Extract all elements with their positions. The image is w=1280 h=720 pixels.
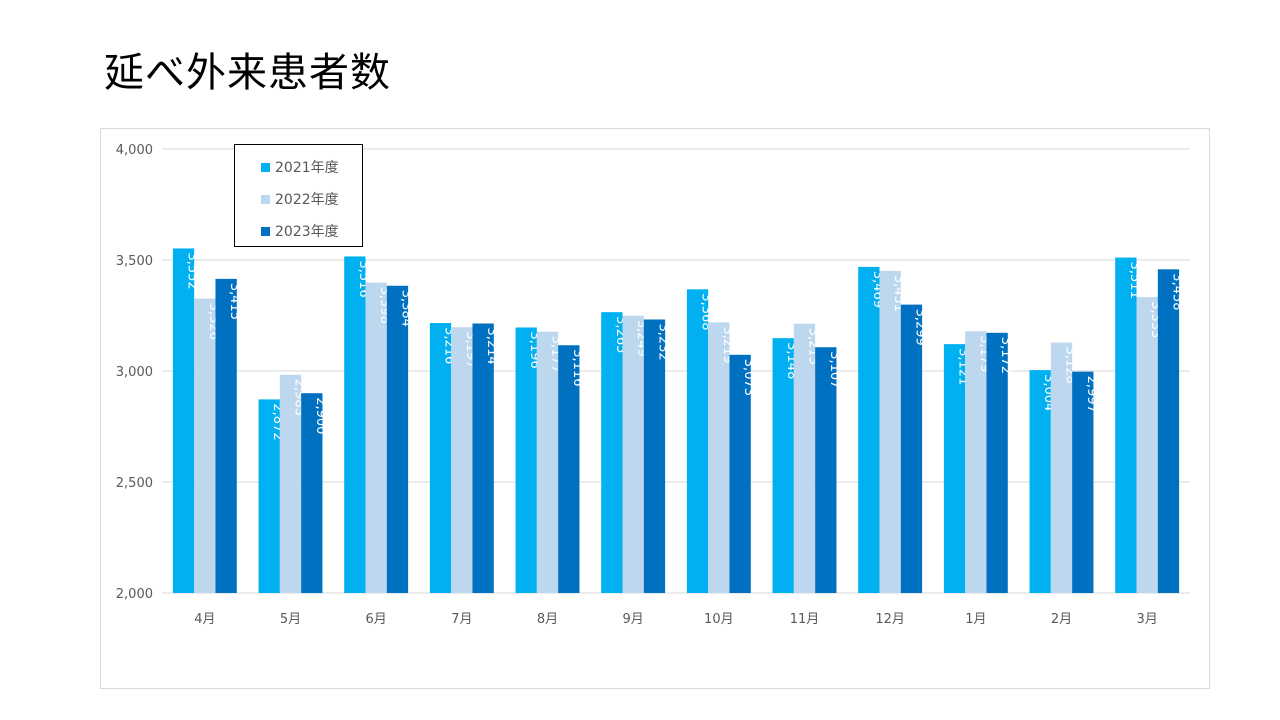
data-label: 3,172 xyxy=(998,337,1013,374)
bar xyxy=(1072,371,1094,593)
legend-item-2022: 2022年度 xyxy=(235,183,362,215)
data-label: 3,116 xyxy=(570,349,585,386)
x-tick-label: 1月 xyxy=(965,612,986,627)
data-label: 3,511 xyxy=(1127,262,1142,299)
data-label: 3,219 xyxy=(720,326,735,363)
bar xyxy=(472,323,494,593)
data-label: 3,415 xyxy=(227,283,242,320)
x-tick-label: 9月 xyxy=(623,612,644,627)
slide-title: 延べ外来患者数 xyxy=(104,50,391,96)
x-tick-label: 11月 xyxy=(790,612,820,627)
legend-label-2023: 2023年度 xyxy=(275,224,339,240)
bar xyxy=(279,374,302,593)
y-tick-label: 2,500 xyxy=(116,476,153,491)
data-label: 3,384 xyxy=(398,290,413,327)
data-label: 3,458 xyxy=(1169,273,1184,310)
bar xyxy=(986,332,1008,593)
bar xyxy=(386,285,409,593)
bar xyxy=(708,322,730,593)
bar xyxy=(772,338,794,593)
legend-swatch-2022 xyxy=(261,194,270,204)
bar xyxy=(1136,297,1158,593)
chart-area xyxy=(100,128,1210,689)
bar xyxy=(172,248,195,593)
bar xyxy=(451,327,473,593)
data-label: 2,900 xyxy=(313,397,328,434)
data-label: 3,232 xyxy=(655,323,670,360)
y-tick-label: 3,500 xyxy=(116,254,153,269)
data-label: 3,299 xyxy=(912,309,927,346)
data-label: 3,368 xyxy=(699,293,714,330)
data-label: 3,214 xyxy=(484,327,499,364)
bar xyxy=(729,354,751,593)
legend-swatch-2023 xyxy=(261,226,270,236)
bar xyxy=(429,323,452,593)
x-tick-label: 2月 xyxy=(1051,612,1072,627)
legend-item-2023: 2023年度 xyxy=(235,215,362,247)
bar xyxy=(365,282,387,593)
bar xyxy=(793,323,816,593)
bar xyxy=(1157,269,1180,593)
chart-legend: 2021年度 2022年度 2023年度 xyxy=(234,144,363,247)
x-tick-label: 3月 xyxy=(1137,612,1158,627)
x-tick-label: 12月 xyxy=(875,612,905,627)
data-label: 3,451 xyxy=(891,275,906,312)
data-label: 3,552 xyxy=(185,252,200,289)
bar xyxy=(536,331,559,593)
bar xyxy=(858,266,880,593)
bar xyxy=(943,344,966,593)
y-tick-label: 3,000 xyxy=(116,365,153,380)
bar xyxy=(1029,370,1051,593)
x-tick-label: 4月 xyxy=(194,612,215,627)
x-tick-label: 10月 xyxy=(704,612,734,627)
legend-swatch-2021 xyxy=(261,162,270,172)
x-tick-label: 8月 xyxy=(537,612,558,627)
bar xyxy=(900,304,923,593)
y-tick-label: 4,000 xyxy=(116,143,153,158)
bar xyxy=(1050,342,1073,593)
data-label: 2,997 xyxy=(1084,376,1099,413)
y-tick-label: 2,000 xyxy=(116,587,153,602)
bar xyxy=(301,393,323,593)
bar xyxy=(601,312,623,593)
bar xyxy=(558,345,580,593)
bar xyxy=(344,256,366,593)
bar xyxy=(686,289,709,593)
x-tick-label: 6月 xyxy=(366,612,387,627)
bar xyxy=(194,298,216,593)
bar xyxy=(622,315,644,593)
legend-label-2022: 2022年度 xyxy=(275,192,339,208)
legend-item-2021: 2021年度 xyxy=(235,151,362,183)
data-label: 3,107 xyxy=(827,351,842,388)
x-tick-label: 7月 xyxy=(451,612,472,627)
bar xyxy=(515,327,537,593)
bar xyxy=(879,270,901,593)
bar xyxy=(965,331,987,593)
bar xyxy=(815,347,837,593)
x-tick-label: 5月 xyxy=(280,612,301,627)
bar xyxy=(258,399,280,593)
legend-label-2021: 2021年度 xyxy=(275,160,339,176)
bar xyxy=(215,278,237,593)
bar xyxy=(643,319,666,593)
bar xyxy=(1115,257,1137,593)
data-label: 3,073 xyxy=(741,359,756,396)
